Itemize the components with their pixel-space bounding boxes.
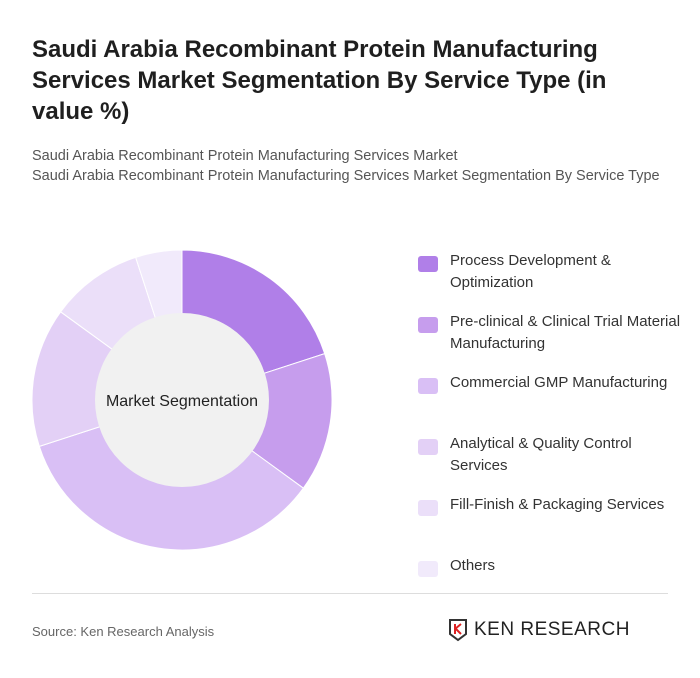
legend-swatch [418,256,438,272]
legend-swatch [418,317,438,333]
logo-text: KEN RESEARCH [474,619,630,640]
center-label: Market Segmentation [106,393,258,410]
legend-label: Commercial GMP Manufacturing [450,374,668,391]
ken-research-logo: KEN RESEARCH [448,618,630,642]
legend-swatch [418,378,438,394]
chart-title: Saudi Arabia Recombinant Protein Manufac… [32,36,607,125]
donut-chart: Market Segmentation [31,249,333,551]
legend-swatch [418,439,438,455]
legend-item: Process Development & Optimization [418,250,688,311]
divider [32,593,668,594]
legend-label: Process Development & Optimization [450,252,611,291]
legend-label: Fill-Finish & Packaging Services [450,496,665,513]
legend-item: Commercial GMP Manufacturing [418,372,688,433]
logo-k-icon [449,619,467,642]
legend-label: Others [450,557,496,574]
legend-item: Others [418,555,688,616]
legend-item: Fill-Finish & Packaging Services [418,494,688,555]
legend: Process Development & Optimization Pre-cl… [418,250,688,616]
legend-item: Analytical & Quality Control Services [418,433,688,494]
chart-subtitle: Saudi Arabia Recombinant Protein Manufac… [32,146,672,186]
legend-label: Analytical & Quality Control Services [450,435,632,474]
source-note: Source: Ken Research Analysis [32,624,215,639]
subtitle-line: Saudi Arabia Recombinant Protein Manufac… [32,168,660,184]
subtitle-line: Saudi Arabia Recombinant Protein Manufac… [32,148,458,164]
legend-item: Pre-clinical & Clinical Trial Material M… [418,311,688,372]
legend-swatch [418,500,438,516]
legend-label: Pre-clinical & Clinical Trial Material M… [450,313,681,352]
legend-swatch [418,561,438,577]
donut-hole [95,313,269,487]
